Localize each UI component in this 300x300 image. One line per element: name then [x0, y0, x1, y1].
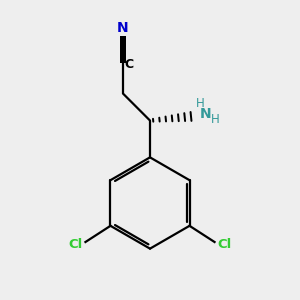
Text: N: N	[200, 107, 211, 121]
Text: C: C	[125, 58, 134, 70]
Text: Cl: Cl	[68, 238, 82, 251]
Text: H: H	[196, 97, 205, 110]
Text: N: N	[117, 21, 129, 35]
Text: H: H	[211, 112, 220, 126]
Text: Cl: Cl	[218, 238, 232, 251]
